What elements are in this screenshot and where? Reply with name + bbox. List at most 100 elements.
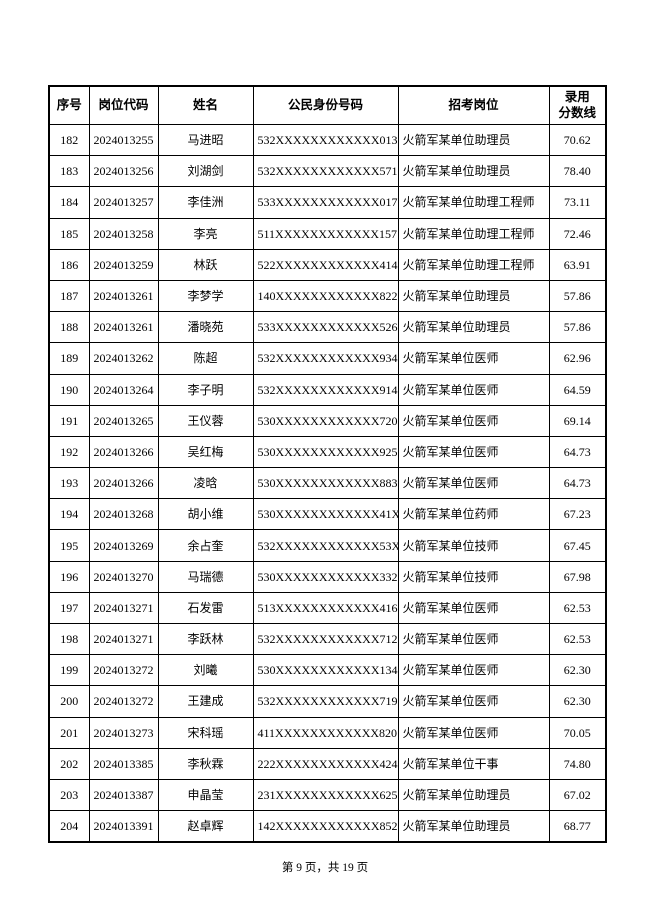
cell-admission-score: 67.45 (548, 529, 607, 562)
cell-citizen-id: 142XXXXXXXXXXXX852 (252, 810, 399, 843)
cell-citizen-id: 532XXXXXXXXXXXX914 (252, 373, 399, 406)
cell-job-code: 2024013268 (88, 498, 159, 531)
cell-recruit-position: 火箭军某单位药师 (397, 498, 550, 531)
cell-admission-score: 57.86 (548, 311, 607, 344)
header-serial-number: 序号 (48, 85, 90, 125)
cell-citizen-id: 140XXXXXXXXXXXX822 (252, 279, 399, 313)
cell-name: 林跃 (157, 248, 254, 281)
cell-citizen-id: 533XXXXXXXXXXXX017 (252, 186, 399, 219)
cell-recruit-position: 火箭军某单位助理员 (397, 279, 550, 313)
table-row: 182 2024013255 马进昭 532XXXXXXXXXXXX013 火箭军某单位… (48, 123, 607, 157)
cell-citizen-id: 532XXXXXXXXXXXX013 (252, 123, 399, 157)
table-row: 198 2024013271 李跃林 532XXXXXXXXXXXX712 火箭军某单位… (48, 622, 607, 656)
cell-job-code: 2024013265 (88, 404, 159, 437)
cell-admission-score: 67.02 (548, 778, 607, 812)
cell-recruit-position: 火箭军某单位医师 (397, 622, 550, 656)
cell-recruit-position: 火箭军某单位医师 (397, 716, 550, 749)
cell-recruit-position: 火箭军某单位助理员 (397, 810, 550, 843)
cell-name: 申晶莹 (157, 778, 254, 812)
cell-serial-number: 187 (48, 279, 90, 313)
cell-citizen-id: 532XXXXXXXXXXXX53X (252, 529, 399, 562)
cell-recruit-position: 火箭军某单位助理工程师 (397, 186, 550, 219)
cell-job-code: 2024013272 (88, 685, 159, 718)
header-row: 序号 岗位代码 姓名 公民身份号码 招考岗位 录用 分数线 (48, 85, 607, 125)
cell-serial-number: 185 (48, 217, 90, 250)
table-row: 200 2024013272 王建成 532XXXXXXXXXXXX719 火箭军某单位… (48, 685, 607, 718)
cell-name: 李佳洲 (157, 186, 254, 219)
cell-recruit-position: 火箭军某单位医师 (397, 373, 550, 406)
table-body: 182 2024013255 马进昭 532XXXXXXXXXXXX013 火箭军某单位… (48, 123, 607, 843)
header-admission-score-line: 录用 分数线 (548, 85, 607, 125)
cell-admission-score: 63.91 (548, 248, 607, 281)
cell-job-code: 2024013271 (88, 622, 159, 656)
cell-serial-number: 192 (48, 435, 90, 469)
cell-recruit-position: 火箭军某单位助理员 (397, 778, 550, 812)
table-row: 199 2024013272 刘曦 530XXXXXXXXXXXX134 火箭军某单位医… (48, 654, 607, 687)
cell-job-code: 2024013266 (88, 435, 159, 469)
cell-citizen-id: 530XXXXXXXXXXXX41X (252, 498, 399, 531)
table-row: 184 2024013257 李佳洲 533XXXXXXXXXXXX017 火箭军某单位… (48, 186, 607, 219)
cell-admission-score: 74.80 (548, 747, 607, 780)
table-row: 204 2024013391 赵卓辉 142XXXXXXXXXXXX852 火箭军某单位… (48, 810, 607, 843)
cell-recruit-position: 火箭军某单位助理工程师 (397, 248, 550, 281)
cell-admission-score: 57.86 (548, 279, 607, 313)
table-row: 202 2024013385 李秋霖 222XXXXXXXXXXXX424 火箭军某单位… (48, 747, 607, 780)
recruitment-score-table: 序号 岗位代码 姓名 公民身份号码 招考岗位 录用 分数线 182 2024013… (48, 85, 607, 844)
cell-name: 宋科瑶 (157, 716, 254, 749)
cell-job-code: 2024013261 (88, 279, 159, 313)
table-row: 193 2024013266 凌晗 530XXXXXXXXXXXX883 火箭军某单位医… (48, 467, 607, 500)
page-number-footer: 第 9 页，共 19 页 (281, 862, 369, 874)
cell-serial-number: 204 (48, 810, 90, 843)
table-row: 197 2024013271 石发雷 513XXXXXXXXXXXX416 火箭军某单位… (48, 591, 607, 625)
cell-recruit-position: 火箭军某单位医师 (397, 404, 550, 437)
cell-admission-score: 62.96 (548, 342, 607, 375)
cell-job-code: 2024013273 (88, 716, 159, 749)
cell-admission-score: 69.14 (548, 404, 607, 437)
cell-citizen-id: 411XXXXXXXXXXXX820 (252, 716, 399, 749)
cell-serial-number: 201 (48, 716, 90, 749)
table-row: 194 2024013268 胡小维 530XXXXXXXXXXXX41X 火箭军某单位… (48, 498, 607, 531)
cell-admission-score: 70.05 (548, 716, 607, 749)
cell-name: 刘曦 (157, 654, 254, 687)
cell-job-code: 2024013258 (88, 217, 159, 250)
cell-job-code: 2024013387 (88, 778, 159, 812)
cell-name: 王仪蓉 (157, 404, 254, 437)
cell-citizen-id: 533XXXXXXXXXXXX526 (252, 311, 399, 344)
cell-serial-number: 199 (48, 654, 90, 687)
cell-name: 王建成 (157, 685, 254, 718)
cell-admission-score: 64.73 (548, 435, 607, 469)
cell-job-code: 2024013266 (88, 467, 159, 500)
cell-name: 李梦学 (157, 279, 254, 313)
cell-serial-number: 194 (48, 498, 90, 531)
cell-recruit-position: 火箭军某单位医师 (397, 342, 550, 375)
cell-admission-score: 64.73 (548, 467, 607, 500)
cell-serial-number: 200 (48, 685, 90, 718)
cell-job-code: 2024013257 (88, 186, 159, 219)
cell-job-code: 2024013272 (88, 654, 159, 687)
cell-admission-score: 67.98 (548, 560, 607, 593)
cell-admission-score: 64.59 (548, 373, 607, 406)
header-name: 姓名 (157, 85, 254, 125)
cell-name: 吴红梅 (157, 435, 254, 469)
cell-recruit-position: 火箭军某单位助理员 (397, 123, 550, 157)
cell-citizen-id: 532XXXXXXXXXXXX712 (252, 622, 399, 656)
cell-recruit-position: 火箭军某单位医师 (397, 654, 550, 687)
cell-job-code: 2024013270 (88, 560, 159, 593)
cell-admission-score: 78.40 (548, 155, 607, 188)
table-row: 187 2024013261 李梦学 140XXXXXXXXXXXX822 火箭军某单位… (48, 279, 607, 313)
cell-job-code: 2024013264 (88, 373, 159, 406)
cell-name: 李亮 (157, 217, 254, 250)
cell-serial-number: 184 (48, 186, 90, 219)
table-row: 196 2024013270 马瑞德 530XXXXXXXXXXXX332 火箭军某单位… (48, 560, 607, 593)
cell-recruit-position: 火箭军某单位助理工程师 (397, 217, 550, 250)
table-row: 183 2024013256 刘湖剑 532XXXXXXXXXXXX571 火箭军某单位… (48, 155, 607, 188)
cell-citizen-id: 511XXXXXXXXXXXX157 (252, 217, 399, 250)
cell-name: 潘晓苑 (157, 311, 254, 344)
cell-serial-number: 191 (48, 404, 90, 437)
cell-name: 余占奎 (157, 529, 254, 562)
cell-serial-number: 186 (48, 248, 90, 281)
cell-job-code: 2024013261 (88, 311, 159, 344)
cell-citizen-id: 530XXXXXXXXXXXX332 (252, 560, 399, 593)
cell-serial-number: 203 (48, 778, 90, 812)
